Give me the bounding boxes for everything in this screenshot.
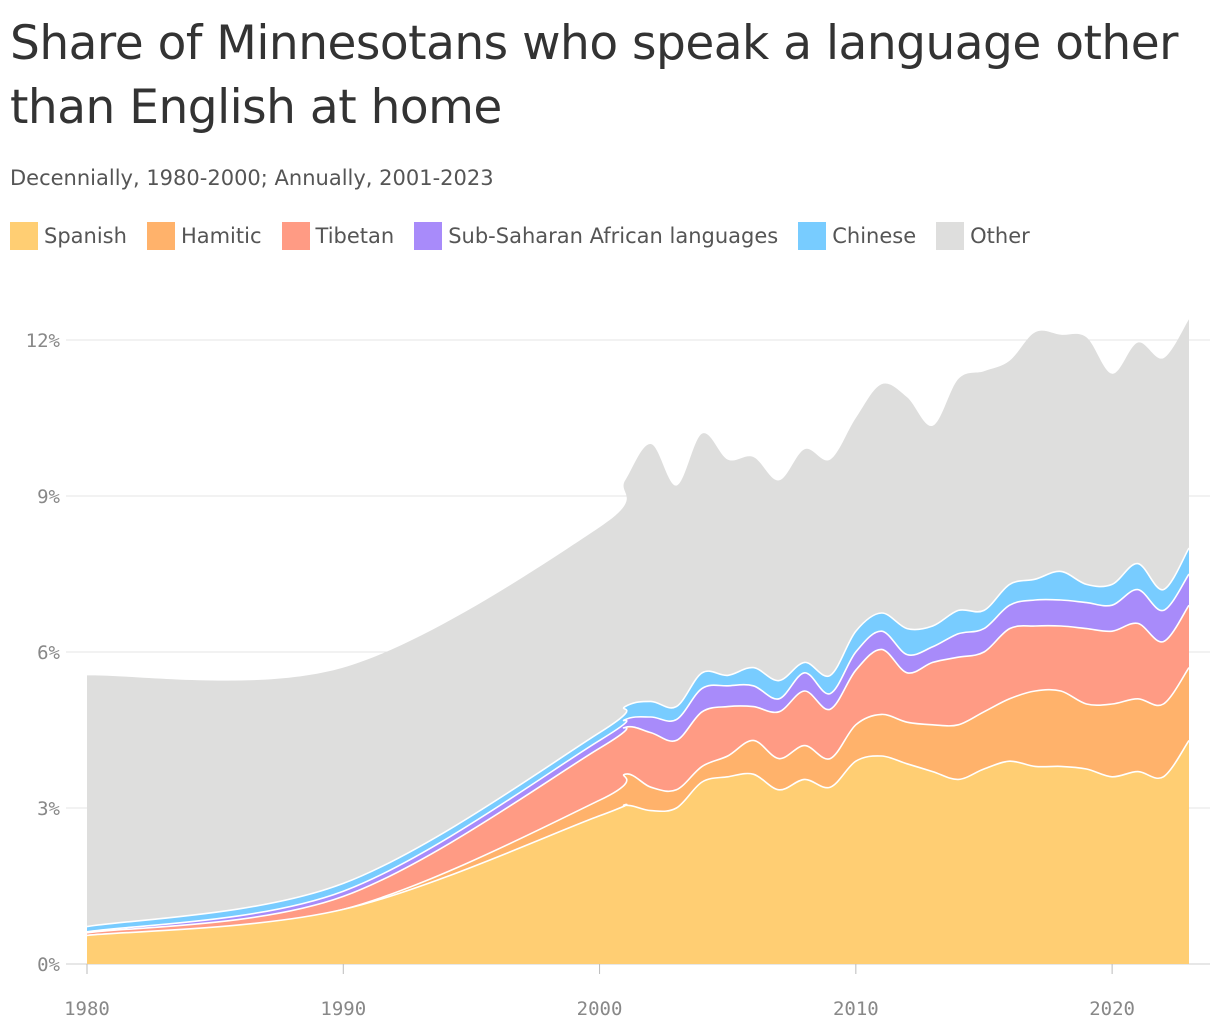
area-chart: 0% 3% 6% 9% 12% 1980 1990 2000 2010 2020	[26, 319, 1210, 1020]
area-edge	[86, 547, 1190, 928]
area-other	[87, 319, 1189, 927]
legend: Spanish Hamitic Tibetan Sub-Saharan African…	[10, 222, 1050, 250]
area-series	[86, 319, 1190, 964]
axes: 0% 3% 6% 9% 12% 1980 1990 2000 2010 2020	[26, 330, 1135, 1020]
legend-swatch	[414, 222, 443, 250]
legend-swatch	[936, 222, 965, 250]
chart-title: Share of Minnesotans who speak a languag…	[10, 16, 1178, 135]
legend-label: Hamitic	[180, 224, 262, 248]
area-hamitic	[87, 667, 1189, 936]
legend-label: Tibetan	[315, 224, 395, 248]
y-tick-label: 0%	[37, 954, 60, 976]
area-edge	[86, 739, 1190, 937]
x-tick-label: 1980	[64, 998, 110, 1020]
legend-label: Sub-Saharan African languages	[448, 224, 779, 248]
legend-item: Chinese	[798, 222, 916, 250]
legend-item: Tibetan	[281, 222, 395, 250]
chart-subtitle: Decennially, 1980-2000; Annually, 2001-2…	[10, 166, 494, 190]
legend-label: Spanish	[44, 224, 127, 248]
legend-item: Other	[936, 222, 1030, 250]
y-tick-label: 3%	[37, 798, 60, 820]
legend-swatch	[10, 222, 38, 250]
x-tick-label: 2000	[577, 998, 623, 1020]
area-sub-saharan-african-languages	[87, 574, 1189, 933]
x-tick-label: 2010	[833, 998, 879, 1020]
x-tick-label: 1990	[320, 998, 366, 1020]
legend-swatch	[798, 222, 827, 250]
area-edge	[86, 667, 1190, 937]
area-chinese	[87, 548, 1189, 932]
area-edge	[86, 604, 1190, 934]
x-tick-label: 2020	[1089, 998, 1135, 1020]
y-tick-label: 9%	[37, 486, 60, 508]
legend-swatch	[281, 222, 310, 250]
area-spanish	[87, 740, 1189, 964]
legend-swatch	[146, 222, 175, 250]
y-tick-label: 12%	[26, 330, 61, 352]
area-tibetan	[87, 605, 1189, 936]
legend-label: Other	[970, 224, 1030, 248]
legend-item: Sub-Saharan African languages	[414, 222, 778, 250]
legend-item: Hamitic	[146, 222, 262, 250]
area-edge	[86, 573, 1190, 933]
legend-label: Chinese	[832, 224, 917, 248]
legend-item: Spanish	[10, 222, 127, 250]
y-tick-label: 6%	[37, 642, 60, 664]
